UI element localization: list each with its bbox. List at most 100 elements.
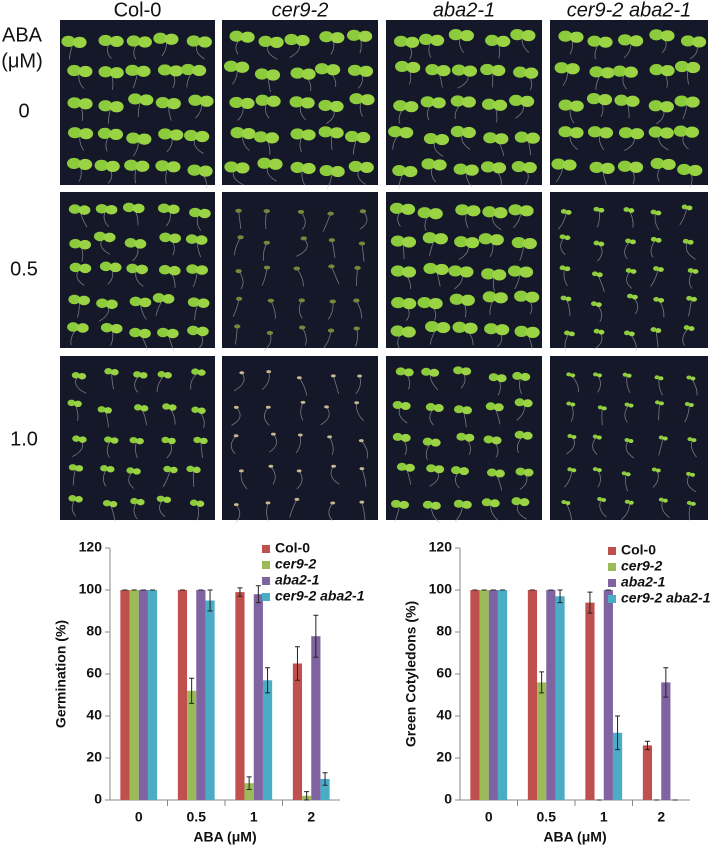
legend-swatch [262,593,270,601]
bar [138,590,148,800]
photo [222,192,378,348]
cotyledon [454,236,469,248]
cotyledon [568,331,575,337]
root [360,440,368,459]
cotyledon [673,125,688,137]
cotyledon [105,160,120,172]
cotyledon [662,436,668,441]
cotyledon [430,438,441,447]
cotyledon [109,128,124,141]
cotyledon [290,128,305,140]
error-bar [322,772,328,786]
cotyledon [189,499,198,506]
root [300,402,304,421]
legend-label: aba2-1 [275,572,320,588]
cotyledon [560,295,567,301]
cotyledon [425,64,440,76]
cotyledon [508,204,523,216]
cotyledon [137,133,152,145]
cotyledon [109,67,124,79]
cotyledon [511,497,522,506]
cotyledon [654,400,660,405]
cotyledon [358,30,373,42]
cotyledon [78,158,93,171]
cotyledon [466,205,481,217]
seedling [359,467,365,471]
cotyledon [193,436,202,444]
cotyledon [449,293,464,305]
cotyledon [565,210,572,215]
cotyledon [589,161,604,173]
cotyledon [301,162,316,175]
root [269,433,278,453]
cotyledon [514,398,525,407]
cotyledon [492,269,507,281]
bar [488,590,498,800]
cotyledon [140,405,149,412]
cotyledon [78,65,93,78]
error-bar [294,646,300,681]
cotyledon [255,94,270,106]
cotyledon [68,464,77,471]
cotyledon [618,34,633,46]
seedling [294,497,300,501]
cotyledon [130,497,139,505]
cotyledon [421,158,436,170]
cotyledon [569,100,584,112]
cotyledon [600,67,615,79]
cotyledon [690,472,696,477]
root [240,470,248,490]
cotyledon [422,437,433,446]
cotyledon [459,30,474,42]
cotyledon [266,95,281,107]
cotyledon [451,64,466,76]
y-tick-label: 40 [86,707,102,723]
cotyledon [290,67,305,79]
legend-label: cer9-2 [621,558,662,574]
seedling [271,432,276,436]
cotyledon [653,296,660,302]
cotyledon [566,372,572,377]
cotyledon [269,36,284,48]
cotyledon [629,239,636,245]
cotyledon [78,373,87,380]
cotyledon [169,129,184,141]
cotyledon [514,131,529,143]
seedling [238,469,244,473]
cotyledon [156,495,165,502]
seedling [300,400,306,404]
seedling [266,370,272,374]
cotyledon [152,293,165,303]
cotyledon [191,368,200,375]
cotyledon [564,330,571,336]
cotyledon [522,399,533,408]
cotyledon [100,465,109,472]
cotyledon [105,299,118,310]
root [329,436,334,456]
cotyledon [601,406,607,411]
cotyledon [591,271,598,277]
cotyledon [348,160,363,173]
cotyledon [493,292,508,304]
cotyledon [660,30,675,42]
cotyledon [680,35,695,47]
cotyledon [688,326,695,331]
cotyledon [492,162,507,174]
cotyledon [485,34,500,47]
root [328,502,334,522]
x-tick-label: 1 [250,809,258,825]
cotyledon [514,325,529,337]
cotyledon [600,162,615,174]
cotyledon [481,268,496,280]
cotyledon [346,29,361,41]
cotyledon [515,467,526,476]
cotyledon [389,202,404,214]
cotyledon [586,93,601,105]
cotyledon [98,66,113,78]
seedling [265,501,271,505]
cotyledon [618,127,633,139]
cotyledon [392,432,403,441]
cotyledon [483,132,498,144]
cotyledon [631,294,638,300]
cotyledon [67,127,82,139]
